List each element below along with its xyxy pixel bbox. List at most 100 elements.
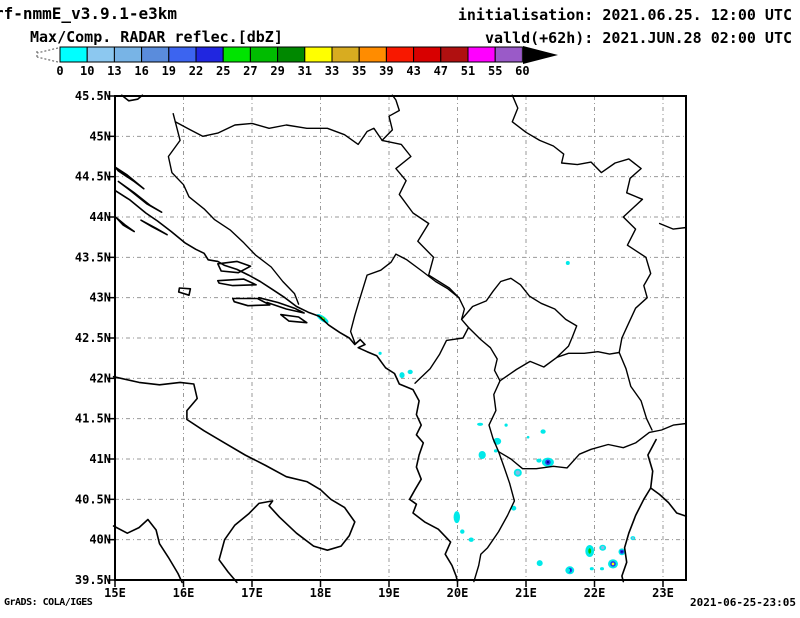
colorbar-tick-label: 29 xyxy=(270,64,284,78)
y-tick-label: 39.5N xyxy=(75,573,111,587)
radar-cell-core-max xyxy=(546,461,550,464)
radar-cell-core xyxy=(515,470,520,475)
country-border-path xyxy=(167,121,300,305)
country-border-path xyxy=(473,451,516,583)
country-border-path xyxy=(460,277,578,382)
island-outline xyxy=(217,260,252,274)
radar-cell-shield xyxy=(526,435,530,439)
grads-credit: GrADS: COLA/IGES xyxy=(4,597,93,608)
y-tick-label: 43N xyxy=(89,291,111,305)
model-title: rf-nmmE_v3.9.1-e3km xyxy=(0,4,178,23)
colorbar-segment xyxy=(494,46,523,63)
country-border-path xyxy=(381,94,400,142)
x-tick-label: 17E xyxy=(241,586,263,600)
radar-cell xyxy=(378,351,382,355)
coastlines-and-borders xyxy=(112,94,688,584)
x-tick-label: 21E xyxy=(515,586,537,600)
radar-cell-shield xyxy=(468,537,474,542)
radar-cell xyxy=(526,435,530,439)
radar-cell xyxy=(504,423,508,427)
coastline-path xyxy=(112,375,356,584)
colorbar-tick-label: 31 xyxy=(298,64,312,78)
axis-ticks xyxy=(108,95,664,587)
country-border-path xyxy=(511,94,644,200)
island-outline xyxy=(140,219,168,236)
colorbar-tick-label: 22 xyxy=(189,64,203,78)
radar-cell-core-max xyxy=(611,562,615,566)
radar-cell xyxy=(493,449,498,453)
radar-cell xyxy=(589,567,594,571)
radar-cell-shield xyxy=(565,568,571,573)
colorbar-labels: 0 10 13 16 19 22 25 27 29 31 33 35 39 43 47 51 55 60 xyxy=(56,64,529,78)
axis-labels: 15E 16E 17E 18E 19E 20E 21E 22E 23E 45.5N 45N 44.5N… xyxy=(75,89,674,600)
y-tick-label: 40N xyxy=(89,533,111,547)
radar-cell xyxy=(600,567,604,571)
radar-cell xyxy=(599,544,607,551)
coastline-path xyxy=(112,518,183,584)
country-border-path xyxy=(618,351,653,431)
island-outline xyxy=(117,180,163,213)
valid-time-label: valld(+62h): 2021.JUN.28 02:00 UTC xyxy=(484,29,792,47)
colorbar: 0 10 13 16 19 22 25 27 29 31 33 35 39 43 47 51 55 60 xyxy=(36,46,558,78)
coastline-path xyxy=(649,487,688,518)
colorbar-tick-label: 27 xyxy=(243,64,257,78)
y-tick-label: 45.5N xyxy=(75,89,111,103)
y-tick-label: 42N xyxy=(89,371,111,385)
country-border-path xyxy=(172,113,383,146)
y-tick-label: 40.5N xyxy=(75,492,111,506)
radar-cell xyxy=(399,372,405,379)
radar-cell xyxy=(468,537,474,542)
x-tick-label: 15E xyxy=(104,586,126,600)
radar-cell-core xyxy=(601,546,605,550)
radar-cell xyxy=(565,261,570,265)
colorbar-arrow-icon xyxy=(523,46,558,64)
colorbar-tick-label: 47 xyxy=(434,64,448,78)
island-outline xyxy=(114,166,145,190)
coastline-path xyxy=(114,189,459,583)
colorbar-tick-label: 55 xyxy=(488,64,502,78)
radar-cell-shield xyxy=(460,529,465,534)
colorbar-tick-label: 60 xyxy=(515,64,529,78)
y-tick-label: 44.5N xyxy=(75,170,111,184)
colorbar-tick-label: 13 xyxy=(107,64,121,78)
x-tick-label: 16E xyxy=(173,586,195,600)
y-tick-label: 42.5N xyxy=(75,331,111,345)
creation-timestamp: 2021-06-25-23:05 xyxy=(690,596,796,609)
radar-cell-core-max xyxy=(621,550,623,553)
initialisation-label: initialisation: 2021.06.25. 12:00 UTC xyxy=(457,6,792,24)
x-tick-label: 19E xyxy=(378,586,400,600)
radar-cell-shield xyxy=(407,369,413,375)
radar-cell xyxy=(407,369,413,375)
colorbar-tick-label: 43 xyxy=(406,64,420,78)
country-border-path xyxy=(381,139,460,299)
radar-cell-shield xyxy=(536,560,543,567)
funnel-line-bottom xyxy=(36,56,59,63)
colorbar-segments xyxy=(59,46,523,63)
radar-cell-shield xyxy=(536,458,542,463)
y-tick-label: 44N xyxy=(89,210,111,224)
funnel-line-top xyxy=(36,47,59,54)
radar-cell xyxy=(453,511,460,524)
radar-cell-core xyxy=(588,548,592,554)
colorbar-tick-label: 39 xyxy=(379,64,393,78)
island-outline xyxy=(177,287,192,296)
colorbar-tick-label: 25 xyxy=(216,64,230,78)
radar-cell xyxy=(540,429,546,434)
island-outline xyxy=(115,217,135,233)
country-border-path xyxy=(414,297,470,384)
x-tick-label: 20E xyxy=(447,586,469,600)
radar-echoes xyxy=(316,261,636,575)
colorbar-tick-label: 35 xyxy=(352,64,366,78)
grid-lines xyxy=(115,96,686,580)
radar-cell xyxy=(513,468,522,477)
radar-cell xyxy=(536,458,542,463)
radar-cell xyxy=(541,457,554,467)
island-outline xyxy=(280,313,308,324)
radar-cell xyxy=(565,568,571,573)
country-border-path xyxy=(618,198,652,354)
colorbar-tick-label: 33 xyxy=(325,64,339,78)
radar-cell-shield xyxy=(453,511,460,524)
colorbar-funnel xyxy=(36,47,59,63)
